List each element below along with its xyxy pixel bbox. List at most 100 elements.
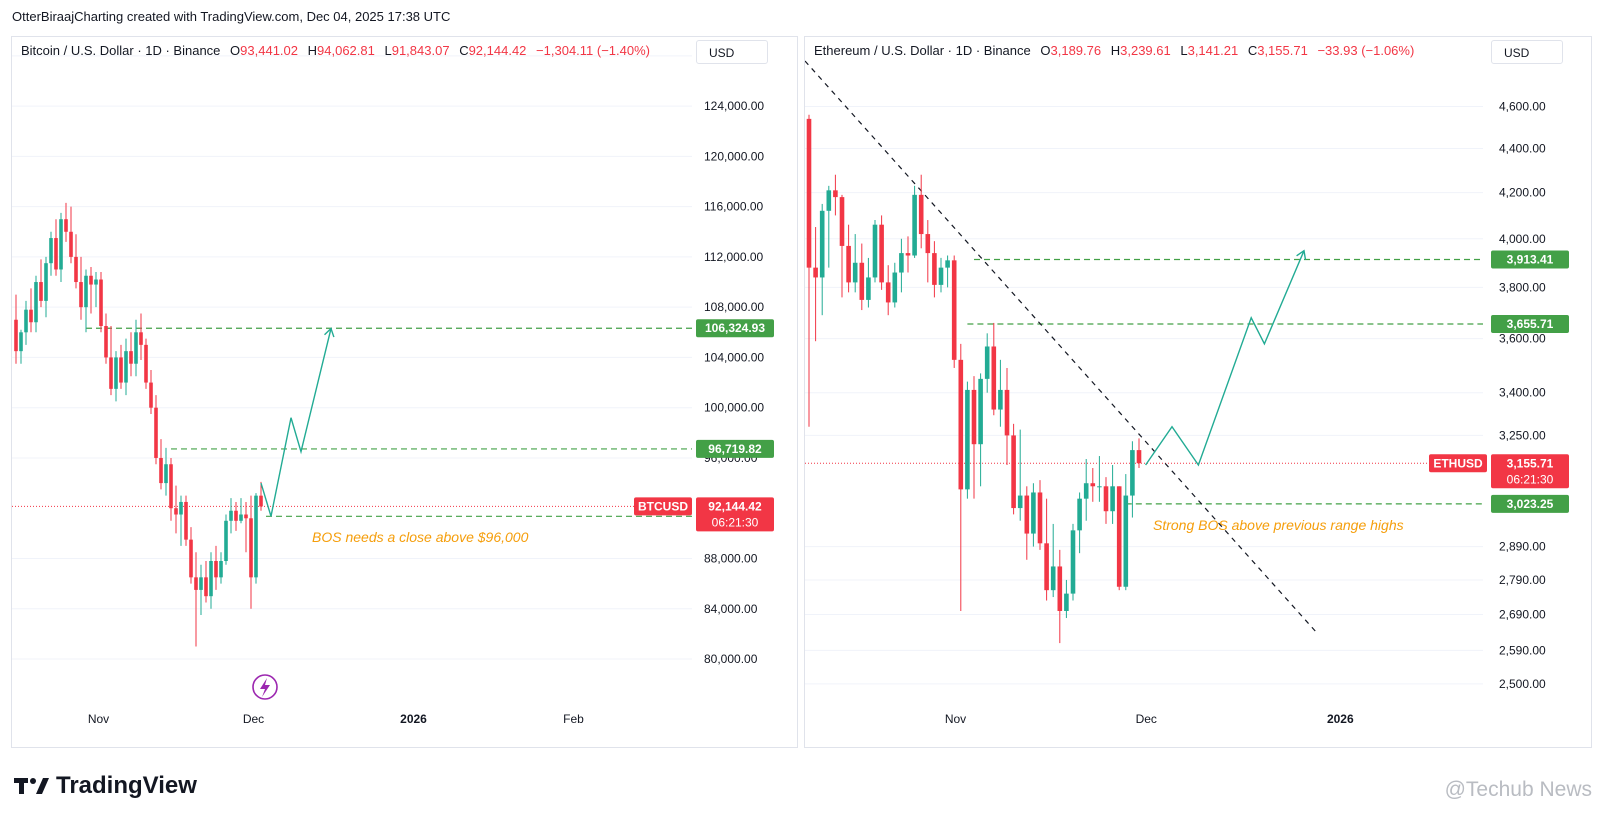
eth-x-tick-0: Nov <box>945 712 966 726</box>
eth-candle-38 <box>1057 566 1063 611</box>
btc-candle-25 <box>139 332 143 345</box>
event-bolt-icon[interactable] <box>252 674 278 700</box>
eth-candle-28 <box>991 346 997 410</box>
btc-candle-30 <box>164 464 168 484</box>
btc-chart-canvas[interactable]: 128,000.00124,000.00120,000.00116,000.00… <box>12 37 798 748</box>
btc-low: 91,843.07 <box>391 43 450 58</box>
eth-trendline <box>805 60 1318 634</box>
btc-current-tag-bg <box>696 497 774 532</box>
eth-currency-button[interactable]: USD <box>1491 40 1563 64</box>
btc-candle-33 <box>179 501 183 515</box>
btc-candle-47 <box>249 518 253 578</box>
btc-candle-15 <box>89 275 93 285</box>
eth-symbol-tag: ETHUSD <box>1433 456 1483 470</box>
eth-y-tick-0: 4,600.00 <box>1499 99 1546 113</box>
eth-level-tag-0-bg <box>1491 250 1569 269</box>
eth-candle-21 <box>945 260 950 268</box>
eth-levels <box>967 258 1483 505</box>
eth-x-tick-1: Dec <box>1136 712 1157 726</box>
eth-candle-40 <box>1070 530 1076 594</box>
btc-chart-panel[interactable]: 128,000.00124,000.00120,000.00116,000.00… <box>11 36 798 748</box>
btc-candle-9 <box>59 219 63 270</box>
eth-candle-24 <box>965 389 970 490</box>
eth-low: 3,141.21 <box>1187 43 1239 58</box>
btc-symbol-tag-bg <box>634 497 692 516</box>
btc-candle-6 <box>44 263 48 301</box>
btc-candles <box>14 202 263 647</box>
eth-x-tick-2: 2026 <box>1327 712 1354 726</box>
eth-open: 3,189.76 <box>1050 43 1102 58</box>
eth-candle-7 <box>852 262 858 283</box>
eth-candle-22 <box>951 260 957 360</box>
btc-close: 92,144.42 <box>468 43 527 58</box>
btc-candle-40 <box>214 561 218 578</box>
btc-candle-32 <box>174 508 178 515</box>
tradingview-logo[interactable]: TradingView <box>14 772 197 800</box>
btc-y-tick-9: 88,000.00 <box>704 551 758 565</box>
eth-candle-3 <box>826 190 832 211</box>
eth-y-tick-7: 3,250.00 <box>1499 428 1546 442</box>
btc-candle-18 <box>104 326 108 358</box>
btc-candle-10 <box>64 219 68 232</box>
eth-level-tag-2: 3,023.25 <box>1507 497 1554 511</box>
btc-projection-path <box>260 328 332 517</box>
btc-candle-17 <box>99 279 103 327</box>
btc-symbol-title[interactable]: Bitcoin / U.S. Dollar · 1D · Binance <box>21 43 221 58</box>
btc-candle-39 <box>209 561 213 597</box>
eth-chart-panel[interactable]: 4,600.00 4,400.00 4,200.00 4,000.00 3,800.00… <box>804 36 1592 748</box>
btc-candle-45 <box>239 514 243 521</box>
eth-symbol-tag-bg <box>1429 454 1487 473</box>
btc-y-tick-4: 112,000.00 <box>704 250 763 264</box>
btc-level-tag-1: 96,719.82 <box>708 442 762 456</box>
btc-open: 93,441.02 <box>240 43 298 58</box>
eth-candle-34 <box>1031 492 1036 534</box>
btc-candle-34 <box>184 501 188 540</box>
eth-candle-32 <box>1017 495 1023 509</box>
btc-level-tag-0-bg <box>696 319 774 338</box>
btc-x-axis: Nov Dec 2026 Feb <box>88 712 584 726</box>
btc-candle-41 <box>219 561 223 578</box>
btc-high: 94,062.81 <box>317 43 375 58</box>
eth-chart-canvas[interactable]: 4,600.00 4,400.00 4,200.00 4,000.00 3,800.00… <box>805 37 1592 748</box>
btc-candle-27 <box>149 382 153 408</box>
eth-y-tick-6: 3,400.00 <box>1499 386 1546 400</box>
btc-currency-button[interactable]: USD <box>696 40 768 64</box>
btc-y-tick-5: 108,000.00 <box>704 300 764 314</box>
eth-candle-9 <box>866 277 871 300</box>
eth-y-tick-4: 3,800.00 <box>1499 280 1546 294</box>
btc-y-tick-1: 124,000.00 <box>704 99 764 113</box>
event-bolt-icon-ring <box>252 674 278 700</box>
btc-y-tick-2: 120,000.00 <box>704 149 764 163</box>
eth-current-tag-bg <box>1491 454 1569 489</box>
btc-candle-49 <box>259 495 263 507</box>
eth-candle-44 <box>1097 486 1102 488</box>
eth-candle-18 <box>925 234 931 254</box>
eth-candle-27 <box>984 346 990 379</box>
btc-candle-1 <box>19 332 23 352</box>
eth-candle-10 <box>872 224 878 278</box>
eth-grid <box>805 105 1483 685</box>
btc-candle-8 <box>54 238 58 270</box>
eth-candle-12 <box>885 282 891 303</box>
btc-levels <box>86 327 692 517</box>
eth-candle-13 <box>892 272 898 303</box>
btc-candle-11 <box>69 231 73 257</box>
eth-candle-15 <box>905 253 911 256</box>
eth-candle-4 <box>833 190 838 198</box>
eth-annotation: Strong BOS above previous range highs <box>1153 517 1404 533</box>
btc-projection-arrowhead <box>324 327 335 338</box>
eth-candles <box>806 114 1142 644</box>
btc-candle-42 <box>224 520 228 562</box>
eth-y-tick-5: 3,600.00 <box>1499 332 1546 346</box>
btc-candle-38 <box>204 577 208 597</box>
eth-candle-47 <box>1116 486 1122 587</box>
btc-candle-31 <box>169 464 173 509</box>
btc-candle-3 <box>29 309 33 323</box>
eth-symbol-title[interactable]: Ethereum / U.S. Dollar · 1D · Binance <box>814 43 1031 58</box>
eth-candle-25 <box>971 389 977 445</box>
eth-change: −33.93 (−1.06%) <box>1317 43 1415 58</box>
eth-level-tag-0: 3,913.41 <box>1507 253 1554 267</box>
eth-candle-11 <box>879 224 884 283</box>
eth-legend: Ethereum / U.S. Dollar · 1D · Binance O3… <box>814 43 1415 58</box>
eth-candle-14 <box>899 253 904 273</box>
